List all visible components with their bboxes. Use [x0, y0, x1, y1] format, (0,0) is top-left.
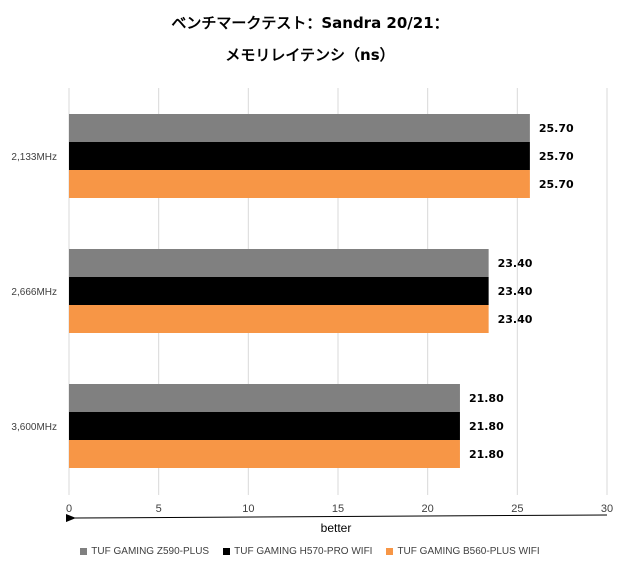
data-label: 21.80 [469, 392, 504, 405]
legend-swatch [223, 547, 231, 555]
bar [69, 170, 530, 198]
x-tick-label: 20 [422, 503, 434, 515]
legend-item: TUF GAMING B560-PLUS WIFI [386, 543, 540, 559]
bar [69, 142, 530, 170]
data-label: 25.70 [539, 150, 574, 163]
data-label: 25.70 [539, 178, 574, 191]
bar [69, 384, 460, 412]
better-arrow [65, 514, 608, 523]
x-tick-label: 25 [511, 503, 523, 515]
bar [69, 277, 489, 305]
y-category-label: 3,600MHz [11, 422, 57, 433]
better-annotation: better [321, 521, 352, 535]
bar [69, 440, 460, 468]
x-tick-label: 0 [66, 503, 72, 515]
legend-label: TUF GAMING B560-PLUS WIFI [397, 545, 540, 557]
bar [69, 114, 530, 142]
x-tick-label: 5 [156, 503, 162, 515]
bar [69, 305, 489, 333]
legend-item: TUF GAMING H570-PRO WIFI [223, 543, 372, 559]
legend-swatch [80, 547, 88, 555]
chart-title-line2: メモリレイテンシ（ns） [225, 46, 395, 64]
x-tick-label: 15 [332, 503, 344, 515]
chart-title-line1: ベンチマークテスト：Sandra 20/21： [171, 14, 449, 32]
legend-item: TUF GAMING Z590-PLUS [80, 543, 209, 559]
legend-label: TUF GAMING H570-PRO WIFI [234, 545, 373, 557]
bar [69, 249, 489, 277]
y-category-label: 2,133MHz [11, 152, 57, 163]
chart-legend: TUF GAMING Z590-PLUS TUF GAMING H570-PRO … [0, 543, 620, 559]
y-category-label: 2,666MHz [11, 287, 57, 298]
data-label: 21.80 [469, 448, 504, 461]
data-label: 25.70 [539, 122, 574, 135]
data-label: 23.40 [498, 285, 533, 298]
chart-plot: 25.70 25.70 25.70 23.40 23.40 23.40 21.80 21.80… [11, 88, 613, 535]
data-label: 21.80 [469, 420, 504, 433]
legend-swatch [386, 547, 394, 555]
bar [69, 412, 460, 440]
data-label: 23.40 [498, 313, 533, 326]
x-tick-label: 30 [601, 503, 613, 515]
data-label: 23.40 [498, 257, 533, 270]
legend-label: TUF GAMING Z590-PLUS [91, 545, 210, 557]
x-tick-label: 10 [242, 503, 254, 515]
